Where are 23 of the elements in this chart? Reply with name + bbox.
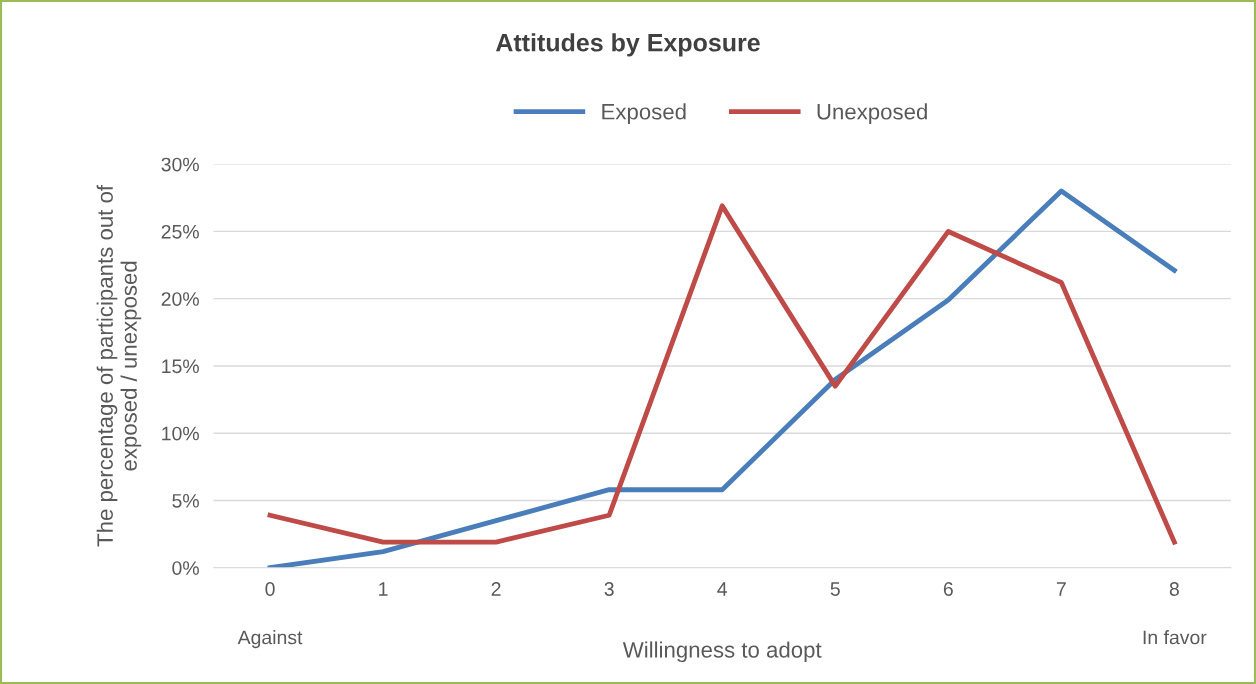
x-tick-label: 1	[379, 582, 388, 596]
y-tick-label: 30%	[161, 157, 199, 172]
legend-label: Exposed	[602, 103, 686, 124]
x-tick-label: 4	[717, 582, 728, 596]
legend-label: Unexposed	[817, 103, 927, 124]
x-axis-title: Willingness to adopt	[622, 641, 822, 663]
x-tick-label: 8	[1169, 582, 1179, 596]
y-axis-title: The percentage of participants out of exposed / unexposed	[96, 184, 142, 547]
x-tick-label: 2	[491, 582, 501, 596]
x-tick-label: 7	[1056, 582, 1066, 596]
y-tick-label: 5%	[172, 494, 199, 508]
y-tick-label: 0%	[172, 561, 199, 575]
y-tick-label: 15%	[162, 359, 199, 374]
x-tick-label: 6	[943, 582, 953, 596]
x-tick-label: 5	[830, 582, 840, 596]
text: Against	[237, 630, 303, 649]
text: In favor	[1143, 630, 1207, 645]
x-tick-label: 3	[604, 582, 614, 596]
y-tick-label: 25%	[161, 224, 199, 239]
y-tick-label: 20%	[161, 292, 199, 306]
y-tick-label: 10%	[162, 426, 199, 441]
x-tick-label: 0	[265, 582, 275, 596]
chart-title: Attitudes by Exposure	[495, 33, 760, 57]
